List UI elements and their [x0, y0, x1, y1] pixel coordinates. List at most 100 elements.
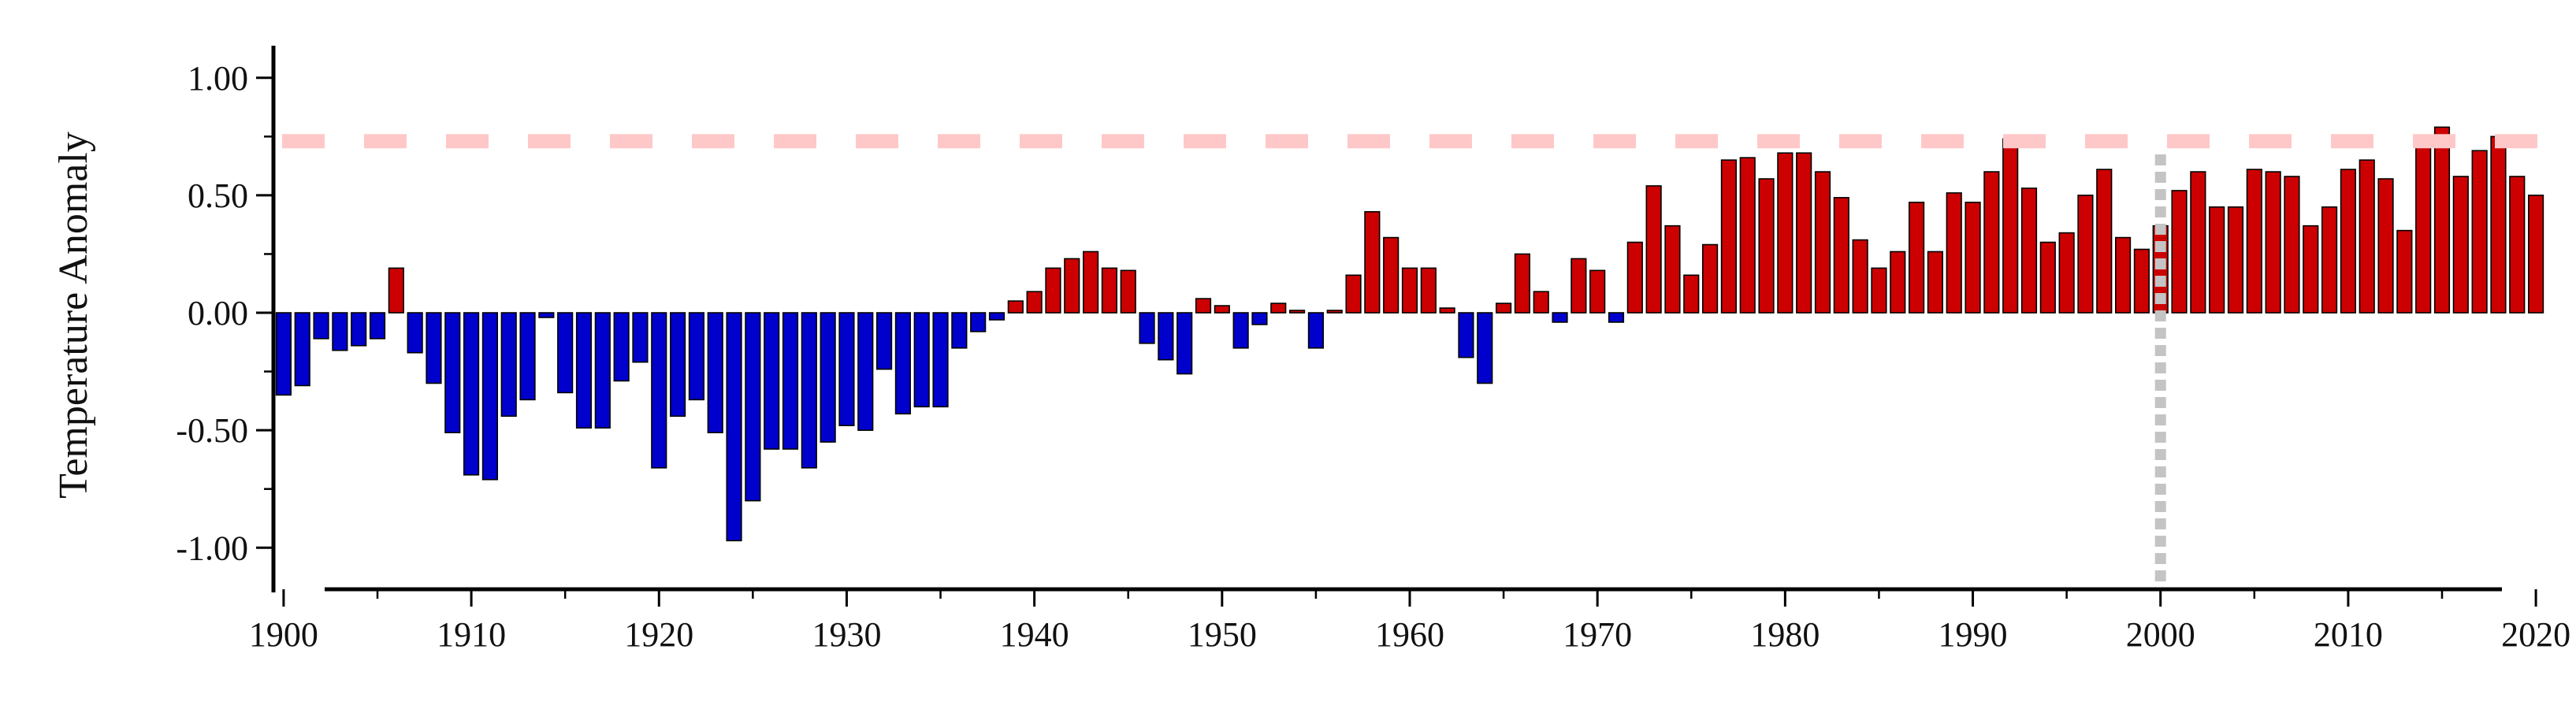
bar-1922	[688, 312, 704, 401]
bar-1980	[1777, 152, 1794, 314]
bar-1946	[1139, 312, 1155, 344]
bar-1947	[1158, 312, 1174, 361]
bar-1903	[332, 312, 348, 351]
bar-1974	[1664, 225, 1681, 314]
bar-1930	[838, 312, 855, 426]
bar-1918	[613, 312, 630, 382]
bar-1962	[1439, 307, 1455, 314]
bar-1976	[1702, 243, 1719, 314]
bar-1975	[1683, 274, 1700, 314]
bar-1919	[632, 312, 649, 363]
bar-1985	[1871, 267, 1887, 314]
bar-1964	[1477, 312, 1493, 384]
bar-1921	[669, 312, 686, 418]
bar-1968	[1552, 312, 1568, 323]
bar-1927	[782, 312, 799, 450]
bar-2015	[2433, 126, 2451, 314]
bar-1916	[575, 312, 593, 429]
bar-1981	[1796, 152, 1812, 314]
bar-2008	[2303, 225, 2319, 314]
bar-1993	[2020, 187, 2038, 314]
bar-1913	[519, 312, 536, 401]
y-tick-label: 0.00	[188, 294, 248, 332]
bar-2019	[2509, 176, 2526, 314]
bar-1950	[1214, 305, 1230, 314]
bar-2014	[2415, 145, 2432, 314]
bars-group	[275, 126, 2544, 542]
bar-1928	[801, 312, 817, 469]
bar-1957	[1345, 274, 1362, 314]
bar-1912	[500, 312, 517, 418]
bar-1977	[1720, 159, 1738, 314]
bar-1929	[820, 312, 836, 443]
bar-1943	[1083, 251, 1099, 314]
bar-1984	[1852, 239, 1868, 314]
bar-2012	[2377, 178, 2394, 314]
y-tick-label: 1.00	[188, 59, 248, 98]
bar-1920	[651, 312, 667, 469]
bar-2009	[2321, 206, 2338, 314]
bar-1934	[913, 312, 930, 408]
bar-1941	[1045, 267, 1061, 314]
bar-1906	[388, 267, 404, 314]
bar-1908	[426, 312, 442, 384]
y-tick-label: -1.00	[176, 529, 248, 567]
bar-1992	[2002, 138, 2019, 314]
bar-1937	[970, 312, 987, 332]
bar-2020	[2528, 195, 2544, 314]
bar-1935	[932, 312, 949, 408]
bar-1907	[407, 312, 423, 354]
x-tick-label: 1980	[1750, 615, 1820, 654]
bar-1956	[1326, 310, 1343, 314]
bar-1901	[294, 312, 310, 387]
bar-2016	[2452, 176, 2469, 314]
bar-2005	[2246, 169, 2262, 314]
x-tick-label: 1950	[1188, 615, 1257, 654]
bar-1991	[1983, 171, 2000, 314]
bar-1961	[1420, 267, 1437, 314]
y-axis-title: Temperature Anomaly	[51, 132, 96, 499]
bar-1986	[1890, 251, 1906, 314]
bar-1971	[1608, 312, 1625, 323]
bar-1969	[1571, 258, 1587, 314]
bar-2011	[2359, 159, 2375, 314]
x-tick-label: 1910	[437, 615, 506, 654]
bar-1923	[707, 312, 723, 433]
bar-1945	[1120, 269, 1136, 314]
bar-1965	[1496, 303, 1512, 314]
bar-1978	[1739, 157, 1756, 314]
bar-1933	[894, 312, 911, 415]
x-tick-label: 1920	[624, 615, 693, 654]
bar-1924	[726, 312, 742, 542]
bar-1939	[1007, 300, 1024, 314]
bar-1925	[745, 312, 761, 502]
bar-1915	[557, 312, 574, 394]
x-tick-label: 1900	[249, 615, 318, 654]
bar-1900	[275, 312, 292, 396]
bar-2017	[2471, 150, 2488, 314]
bar-1989	[1946, 192, 1962, 314]
bar-1988	[1927, 251, 1944, 314]
bar-1960	[1401, 267, 1418, 314]
bar-1997	[2096, 169, 2113, 314]
bar-1967	[1533, 291, 1549, 314]
bar-1966	[1514, 253, 1530, 314]
bar-1998	[2115, 236, 2132, 314]
bar-1949	[1195, 298, 1212, 314]
bar-1926	[764, 312, 780, 450]
bar-2004	[2227, 206, 2244, 314]
bar-1932	[876, 312, 893, 370]
bar-1972	[1626, 241, 1643, 314]
bar-1942	[1064, 258, 1080, 314]
bar-1973	[1645, 185, 1662, 314]
bar-1902	[313, 312, 329, 340]
bar-1994	[2039, 241, 2056, 314]
bar-1917	[594, 312, 611, 429]
bar-1987	[1909, 202, 1925, 314]
y-ticks-group: -1.00 -0.50 0.00 0.50 1.00	[176, 59, 273, 567]
bar-1990	[1965, 202, 1981, 314]
bar-1931	[857, 312, 874, 431]
x-tick-label: 1970	[1563, 615, 1632, 654]
x-tick-label: 1990	[1939, 615, 2008, 654]
